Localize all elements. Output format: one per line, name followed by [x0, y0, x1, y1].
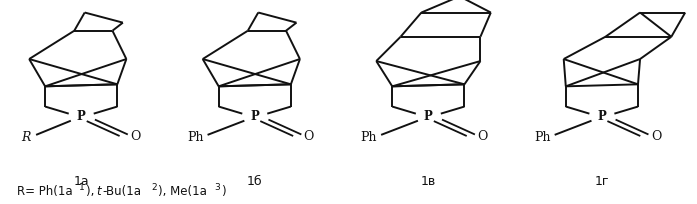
Text: P: P [250, 110, 259, 123]
Text: ): ) [222, 184, 226, 197]
Text: 1б: 1б [247, 174, 263, 187]
Text: t: t [96, 184, 101, 197]
Text: R: R [21, 131, 31, 144]
Text: Ph: Ph [360, 131, 377, 144]
Text: 1: 1 [79, 183, 85, 192]
Text: -Bu(1a: -Bu(1a [102, 184, 141, 197]
Text: P: P [77, 110, 86, 123]
Text: P: P [424, 110, 433, 123]
Text: P: P [597, 110, 606, 123]
Text: 3: 3 [215, 183, 220, 192]
Text: 2: 2 [151, 183, 157, 192]
Text: 1в: 1в [421, 174, 436, 187]
Text: O: O [651, 130, 661, 143]
Text: ),: ), [86, 184, 98, 197]
Text: R= Ph(1a: R= Ph(1a [17, 184, 72, 197]
Text: 1г: 1г [595, 174, 609, 187]
Text: O: O [304, 130, 314, 143]
Text: Ph: Ph [534, 131, 551, 144]
Text: ), Me(1a: ), Me(1a [158, 184, 207, 197]
Text: O: O [477, 130, 488, 143]
Text: Ph: Ph [187, 131, 204, 144]
Text: O: O [130, 130, 141, 143]
Text: 1а: 1а [73, 174, 89, 187]
